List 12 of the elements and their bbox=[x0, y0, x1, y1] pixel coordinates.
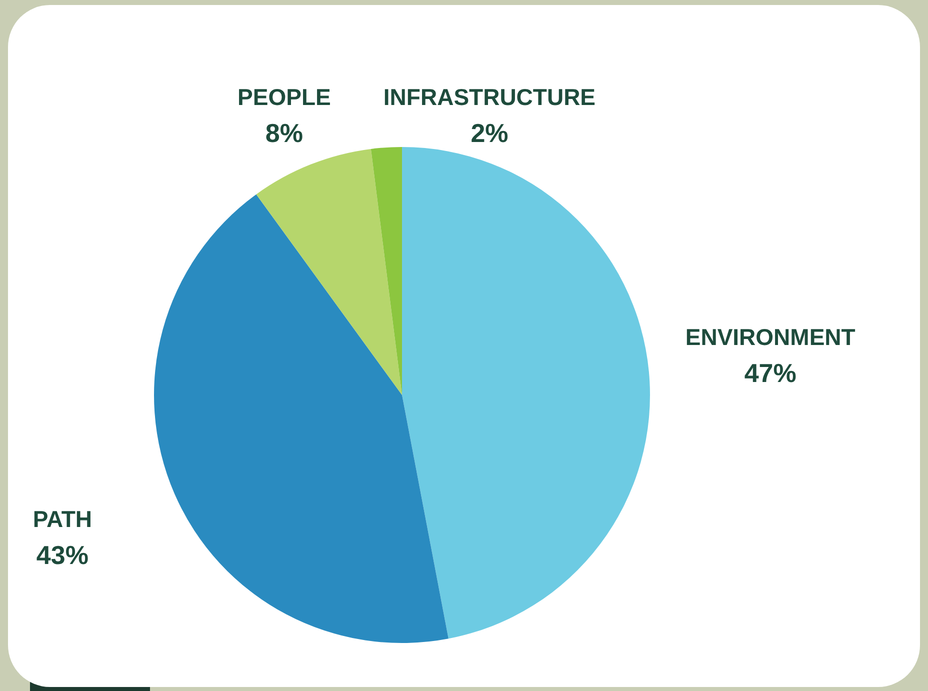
slice-label: PATH bbox=[32, 506, 92, 532]
data-label: 43% bbox=[36, 540, 88, 570]
slice-label: PEOPLE bbox=[238, 84, 331, 110]
slice-label: ENVIRONMENT bbox=[685, 324, 856, 350]
pie-slice bbox=[370, 147, 402, 395]
pie-slice bbox=[154, 194, 448, 643]
data-label: 47% bbox=[744, 358, 796, 388]
pie-slice bbox=[402, 147, 650, 639]
pie-slice bbox=[256, 148, 402, 395]
data-label: 2% bbox=[470, 118, 508, 148]
data-label: 8% bbox=[265, 118, 303, 148]
slice-label: INFRASTRUCTURE bbox=[383, 84, 596, 110]
